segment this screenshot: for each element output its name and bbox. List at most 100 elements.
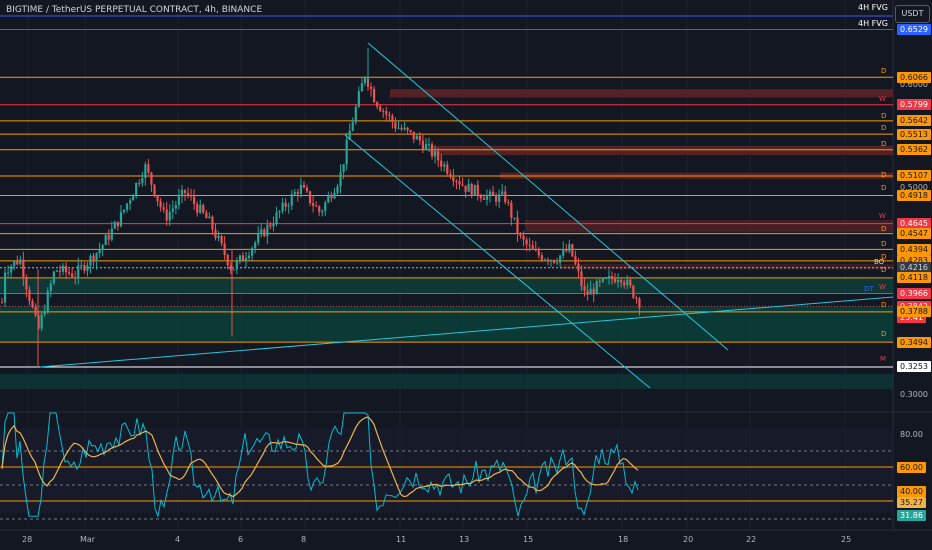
time-axis-label: 6 [238,535,244,544]
level-tag: D [881,112,887,120]
candle-body [110,228,113,240]
candle-body [418,135,421,141]
candle-body [37,315,40,329]
candle-body [315,205,318,207]
candle-body [190,195,193,197]
level-tag: D [881,240,887,248]
red-zone [560,264,893,270]
candle-body [3,272,7,303]
candle-body [25,278,28,290]
candle-body [430,144,434,157]
candle-body [394,122,397,129]
candle-body [427,144,431,146]
candle-body [168,211,171,221]
price-tick-label: 0.3000 [900,390,928,399]
candle-body [13,261,16,267]
time-axis-label: 15 [523,535,534,544]
candle-body [308,191,312,204]
candle-body [129,200,132,204]
candle-body [592,288,595,295]
candle-body [156,196,159,202]
level-tag: BO [874,258,885,266]
candle-body [80,265,83,267]
currency-button[interactable]: USDT [895,5,930,23]
candle-body [488,191,492,196]
rsi-ma-line[interactable] [1,416,639,498]
level-tag: W [879,212,886,220]
rsi-line[interactable] [1,412,639,519]
candle-body [138,182,141,184]
candle-body [455,181,458,183]
candle-body [461,184,464,186]
candle-body [382,110,385,112]
candle-body [363,77,367,84]
candle-body [208,216,211,219]
candle-body [470,183,473,196]
candle-body [513,217,516,219]
candle-body [122,209,126,212]
candle-body [595,281,598,295]
candle-body [348,130,351,140]
candle-body [516,217,519,234]
candle-body [565,249,568,252]
rsi-band-zone [0,427,893,513]
candle-body [180,190,184,197]
candle-body [107,235,110,240]
candle-body [159,201,162,208]
candle-body [437,151,440,161]
candle-body [632,285,635,298]
candle-body [68,272,71,274]
candle-body [61,265,65,272]
price-axis-label: 0.4645 [897,218,931,230]
candle-body [485,195,489,200]
candle-body [330,195,333,199]
candle-body [296,192,299,195]
candle-body [604,278,607,280]
candle-body [424,144,428,150]
candle-body [83,265,86,271]
candle-body [610,275,614,280]
candle-body [101,245,104,250]
candle-body [119,211,123,227]
candle-body [266,224,269,237]
price-tick-label: 0.5000 [900,183,928,192]
candle-body [629,279,632,286]
candle-body [183,190,187,193]
candle-body [290,194,293,206]
candle-body [552,260,556,263]
candle-body [617,280,620,283]
level-tag: D [881,124,887,132]
candle-body [302,185,306,188]
candle-body [147,164,150,173]
price-axis-label: 0.6529 [897,24,931,35]
price-axis-label: 0.5513 [897,128,931,140]
candle-body [598,281,601,283]
candle-body [498,194,501,202]
level-tag: D [881,330,887,338]
time-axis-label: 28 [22,535,33,544]
candle-body [434,151,437,157]
price-axis-label: 0.4216 [897,262,931,274]
time-axis-label: 11 [396,535,407,544]
teal-zone-low [0,373,893,389]
candle-body [623,282,626,286]
price-axis-label: 0.5362 [897,144,931,156]
channel-upper-line[interactable] [367,42,729,351]
candle-body [549,260,553,262]
channel-lower-line[interactable] [344,134,651,389]
level-tag: D [881,225,887,233]
candle-body [495,195,498,202]
candle-body [211,216,214,230]
candle-body [415,135,418,140]
price-axis-label: 0.6066 [897,71,931,83]
support-trend-line[interactable] [39,296,894,368]
candle-body [71,273,74,278]
candle-body [583,286,586,291]
candle-body [299,185,302,195]
candle-body [186,192,190,196]
candle-body [339,172,342,187]
level-tag: W [879,283,886,291]
candle-body [177,196,180,205]
